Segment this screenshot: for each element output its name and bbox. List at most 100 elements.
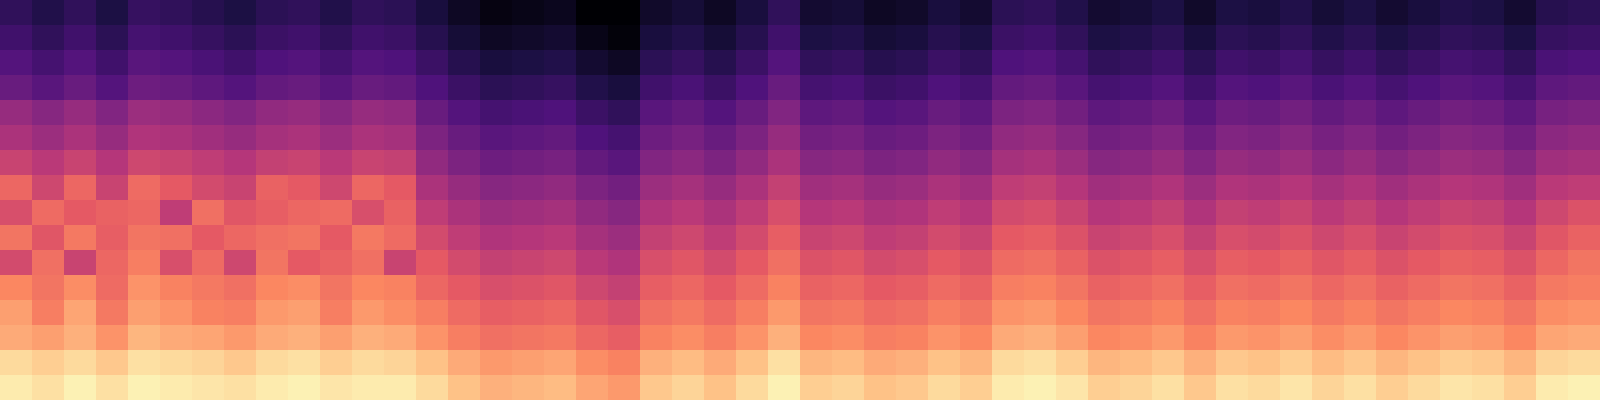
cell <box>128 175 160 200</box>
cell <box>768 150 800 175</box>
cell <box>864 125 896 150</box>
cell <box>864 375 896 400</box>
cell <box>896 250 928 275</box>
cell <box>1184 225 1216 250</box>
cell <box>448 125 480 150</box>
cell <box>1568 275 1600 300</box>
cell <box>1568 300 1600 325</box>
cell <box>640 0 672 25</box>
cell <box>1280 0 1312 25</box>
cell <box>704 300 736 325</box>
cell <box>480 325 512 350</box>
cell <box>896 50 928 75</box>
cell <box>864 25 896 50</box>
cell <box>1152 375 1184 400</box>
cell <box>1216 75 1248 100</box>
cell <box>0 175 32 200</box>
cell <box>1472 175 1504 200</box>
cell <box>0 50 32 75</box>
cell <box>1504 375 1536 400</box>
cell <box>1248 225 1280 250</box>
cell <box>1440 275 1472 300</box>
cell <box>1504 350 1536 375</box>
cell <box>256 0 288 25</box>
cell <box>672 75 704 100</box>
cell <box>192 275 224 300</box>
cell <box>608 100 640 125</box>
cell <box>576 250 608 275</box>
cell <box>960 250 992 275</box>
cell <box>1312 325 1344 350</box>
cell <box>1088 300 1120 325</box>
cell <box>544 350 576 375</box>
cell <box>448 225 480 250</box>
cell <box>1472 150 1504 175</box>
cell <box>1120 150 1152 175</box>
cell <box>640 300 672 325</box>
cell <box>1024 225 1056 250</box>
cell <box>640 50 672 75</box>
cell <box>1344 175 1376 200</box>
cell <box>320 75 352 100</box>
cell <box>1408 175 1440 200</box>
cell <box>640 25 672 50</box>
cell <box>544 25 576 50</box>
cell <box>160 0 192 25</box>
cell <box>64 50 96 75</box>
cell <box>1344 250 1376 275</box>
cell <box>704 350 736 375</box>
cell <box>704 325 736 350</box>
cell <box>448 325 480 350</box>
cell <box>288 225 320 250</box>
cell <box>576 0 608 25</box>
cell <box>192 350 224 375</box>
cell <box>768 275 800 300</box>
cell <box>1472 375 1504 400</box>
cell <box>1376 100 1408 125</box>
cell <box>960 75 992 100</box>
cell <box>1248 75 1280 100</box>
cell <box>704 275 736 300</box>
cell <box>320 325 352 350</box>
cell <box>32 50 64 75</box>
cell <box>1056 75 1088 100</box>
cell <box>96 325 128 350</box>
cell <box>1440 150 1472 175</box>
cell <box>384 25 416 50</box>
cell <box>1376 350 1408 375</box>
cell <box>1280 175 1312 200</box>
cell <box>64 375 96 400</box>
cell <box>768 25 800 50</box>
cell <box>1280 50 1312 75</box>
cell <box>96 200 128 225</box>
cell <box>1056 350 1088 375</box>
cell <box>64 325 96 350</box>
cell <box>1120 300 1152 325</box>
cell <box>1312 300 1344 325</box>
cell <box>512 75 544 100</box>
cell <box>1024 375 1056 400</box>
cell <box>256 200 288 225</box>
cell <box>1504 225 1536 250</box>
cell <box>1504 125 1536 150</box>
cell <box>736 0 768 25</box>
cell <box>1504 300 1536 325</box>
cell <box>384 250 416 275</box>
cell <box>1024 250 1056 275</box>
cell <box>672 25 704 50</box>
cell <box>1056 200 1088 225</box>
cell <box>832 50 864 75</box>
cell <box>160 25 192 50</box>
cell <box>1440 300 1472 325</box>
cell <box>768 375 800 400</box>
cell <box>1536 275 1568 300</box>
cell <box>864 150 896 175</box>
cell <box>160 50 192 75</box>
cell <box>64 100 96 125</box>
cell <box>1408 325 1440 350</box>
cell <box>960 275 992 300</box>
cell <box>1184 25 1216 50</box>
cell <box>672 375 704 400</box>
cell <box>192 300 224 325</box>
cell <box>64 225 96 250</box>
